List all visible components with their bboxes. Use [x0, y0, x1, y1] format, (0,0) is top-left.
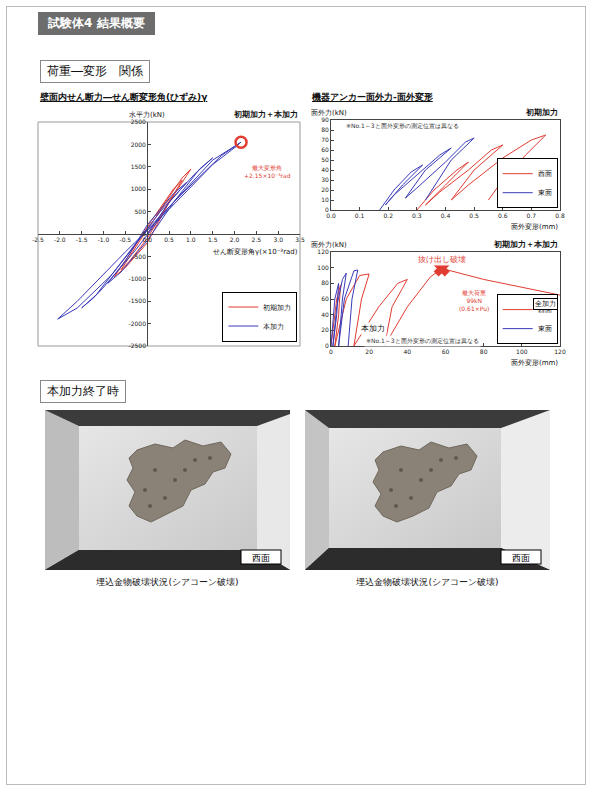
svg-text:面外変形(mm): 面外変形(mm) — [511, 223, 558, 231]
svg-text:2500: 2500 — [131, 118, 146, 125]
svg-text:60: 60 — [442, 348, 450, 355]
svg-text:80: 80 — [321, 279, 329, 286]
svg-text:100: 100 — [317, 264, 329, 271]
svg-text:0.8: 0.8 — [555, 212, 565, 219]
svg-text:50: 50 — [321, 156, 329, 163]
svg-text:2.5: 2.5 — [252, 236, 262, 243]
svg-text:40: 40 — [404, 348, 412, 355]
svg-text:-1000: -1000 — [129, 275, 147, 282]
svg-text:40: 40 — [321, 311, 329, 318]
svg-text:60: 60 — [321, 146, 329, 153]
svg-text:0.0: 0.0 — [326, 212, 336, 219]
html-text:試験体4 結果概要: 試験体4 結果概要 — [48, 16, 145, 30]
svg-text:0.2: 0.2 — [383, 212, 393, 219]
svg-text:初期加力: 初期加力 — [263, 304, 291, 312]
svg-text:初期加力＋本加力: 初期加力＋本加力 — [493, 239, 558, 249]
svg-text:全加力: 全加力 — [535, 300, 556, 308]
svg-text:500: 500 — [135, 208, 147, 215]
svg-text:0.5: 0.5 — [164, 236, 174, 243]
svg-text:2000: 2000 — [131, 141, 146, 148]
svg-text:-2000: -2000 — [129, 320, 147, 327]
svg-text:東面: 東面 — [538, 325, 552, 333]
svg-text:本加力: 本加力 — [361, 324, 385, 333]
svg-text:0.1: 0.1 — [355, 212, 365, 219]
svg-text:1500: 1500 — [131, 163, 146, 170]
svg-text:3.0: 3.0 — [273, 236, 283, 243]
svg-text:最大変形角+2.15×10⁻³rad: 最大変形角+2.15×10⁻³rad — [244, 164, 291, 179]
svg-text:-2500: -2500 — [129, 342, 147, 349]
svg-text:0: 0 — [325, 206, 329, 213]
svg-text:面外力(kN): 面外力(kN) — [311, 241, 347, 249]
svg-text:-500: -500 — [132, 253, 146, 260]
svg-text:20: 20 — [321, 326, 329, 333]
html-text:壁面内せん断力―せん断変形角(ひずみ)γ: 壁面内せん断力―せん断変形角(ひずみ)γ — [40, 92, 208, 102]
svg-text:水平力(kN): 水平力(kN) — [129, 111, 165, 119]
svg-text:-0.5: -0.5 — [119, 236, 131, 243]
svg-text:西面: 西面 — [512, 553, 530, 563]
svg-text:60: 60 — [321, 295, 329, 302]
svg-text:70: 70 — [321, 136, 329, 143]
svg-text:1.5: 1.5 — [208, 236, 218, 243]
svg-text:30: 30 — [321, 176, 329, 183]
svg-text:※No.1～3と面外変形の測定位置は異なる: ※No.1～3と面外変形の測定位置は異なる — [346, 122, 459, 130]
svg-text:120: 120 — [317, 248, 329, 255]
svg-text:面外力(kN): 面外力(kN) — [311, 109, 347, 117]
svg-text:1.0: 1.0 — [186, 236, 196, 243]
svg-text:40: 40 — [321, 166, 329, 173]
svg-text:0.0: 0.0 — [142, 236, 152, 243]
svg-text:0: 0 — [329, 348, 333, 355]
svg-text:0: 0 — [325, 342, 329, 349]
svg-text:20: 20 — [365, 348, 373, 355]
svg-text:初期加力＋本加力: 初期加力＋本加力 — [233, 109, 298, 119]
svg-text:100: 100 — [516, 348, 528, 355]
svg-text:0.3: 0.3 — [412, 212, 422, 219]
svg-text:-1500: -1500 — [129, 297, 147, 304]
svg-text:本加力: 本加力 — [263, 323, 284, 331]
svg-text:2.0: 2.0 — [230, 236, 240, 243]
svg-text:-2.5: -2.5 — [32, 236, 44, 243]
html-text:埋込金物破壊状況(シアコーン破壊): 埋込金物破壊状況(シアコーン破壊) — [356, 577, 499, 587]
svg-text:10: 10 — [321, 196, 329, 203]
svg-text:0: 0 — [142, 230, 146, 237]
html-text:荷重―変形 関係: 荷重―変形 関係 — [47, 64, 143, 78]
svg-text:0.4: 0.4 — [441, 212, 451, 219]
svg-text:最大荷重99kN(0.61×Pu): 最大荷重99kN(0.61×Pu) — [459, 289, 489, 312]
svg-text:せん断変形角γ(×10⁻³rad): せん断変形角γ(×10⁻³rad) — [213, 248, 298, 256]
html-text:機器アンカー面外力-面外変形: 機器アンカー面外力-面外変形 — [312, 92, 433, 102]
svg-text:西面: 西面 — [252, 553, 270, 563]
svg-text:3.5: 3.5 — [295, 236, 305, 243]
svg-text:※No.1～3と面外変形の測定位置は異なる: ※No.1～3と面外変形の測定位置は異なる — [366, 337, 479, 345]
svg-text:0.5: 0.5 — [469, 212, 479, 219]
svg-text:80: 80 — [321, 126, 329, 133]
html-text:埋込金物破壊状況(シアコーン破壊): 埋込金物破壊状況(シアコーン破壊) — [96, 577, 239, 587]
svg-text:西面: 西面 — [538, 170, 552, 178]
svg-text:1000: 1000 — [131, 185, 146, 192]
svg-text:80: 80 — [480, 348, 488, 355]
svg-text:-2.0: -2.0 — [54, 236, 66, 243]
svg-text:東面: 東面 — [538, 189, 552, 197]
html-text:本加力終了時: 本加力終了時 — [47, 384, 119, 398]
svg-text:-1.0: -1.0 — [98, 236, 110, 243]
svg-text:120: 120 — [554, 348, 566, 355]
svg-text:0.7: 0.7 — [527, 212, 537, 219]
svg-text:20: 20 — [321, 186, 329, 193]
svg-text:0.6: 0.6 — [498, 212, 508, 219]
svg-text:-1.5: -1.5 — [76, 236, 88, 243]
svg-text:90: 90 — [321, 116, 329, 123]
svg-text:西面: 西面 — [538, 306, 552, 314]
svg-text:抜け出し破壊: 抜け出し破壊 — [418, 255, 466, 264]
svg-text:初期加力: 初期加力 — [525, 107, 558, 117]
svg-text:面外変形(mm): 面外変形(mm) — [511, 359, 558, 367]
